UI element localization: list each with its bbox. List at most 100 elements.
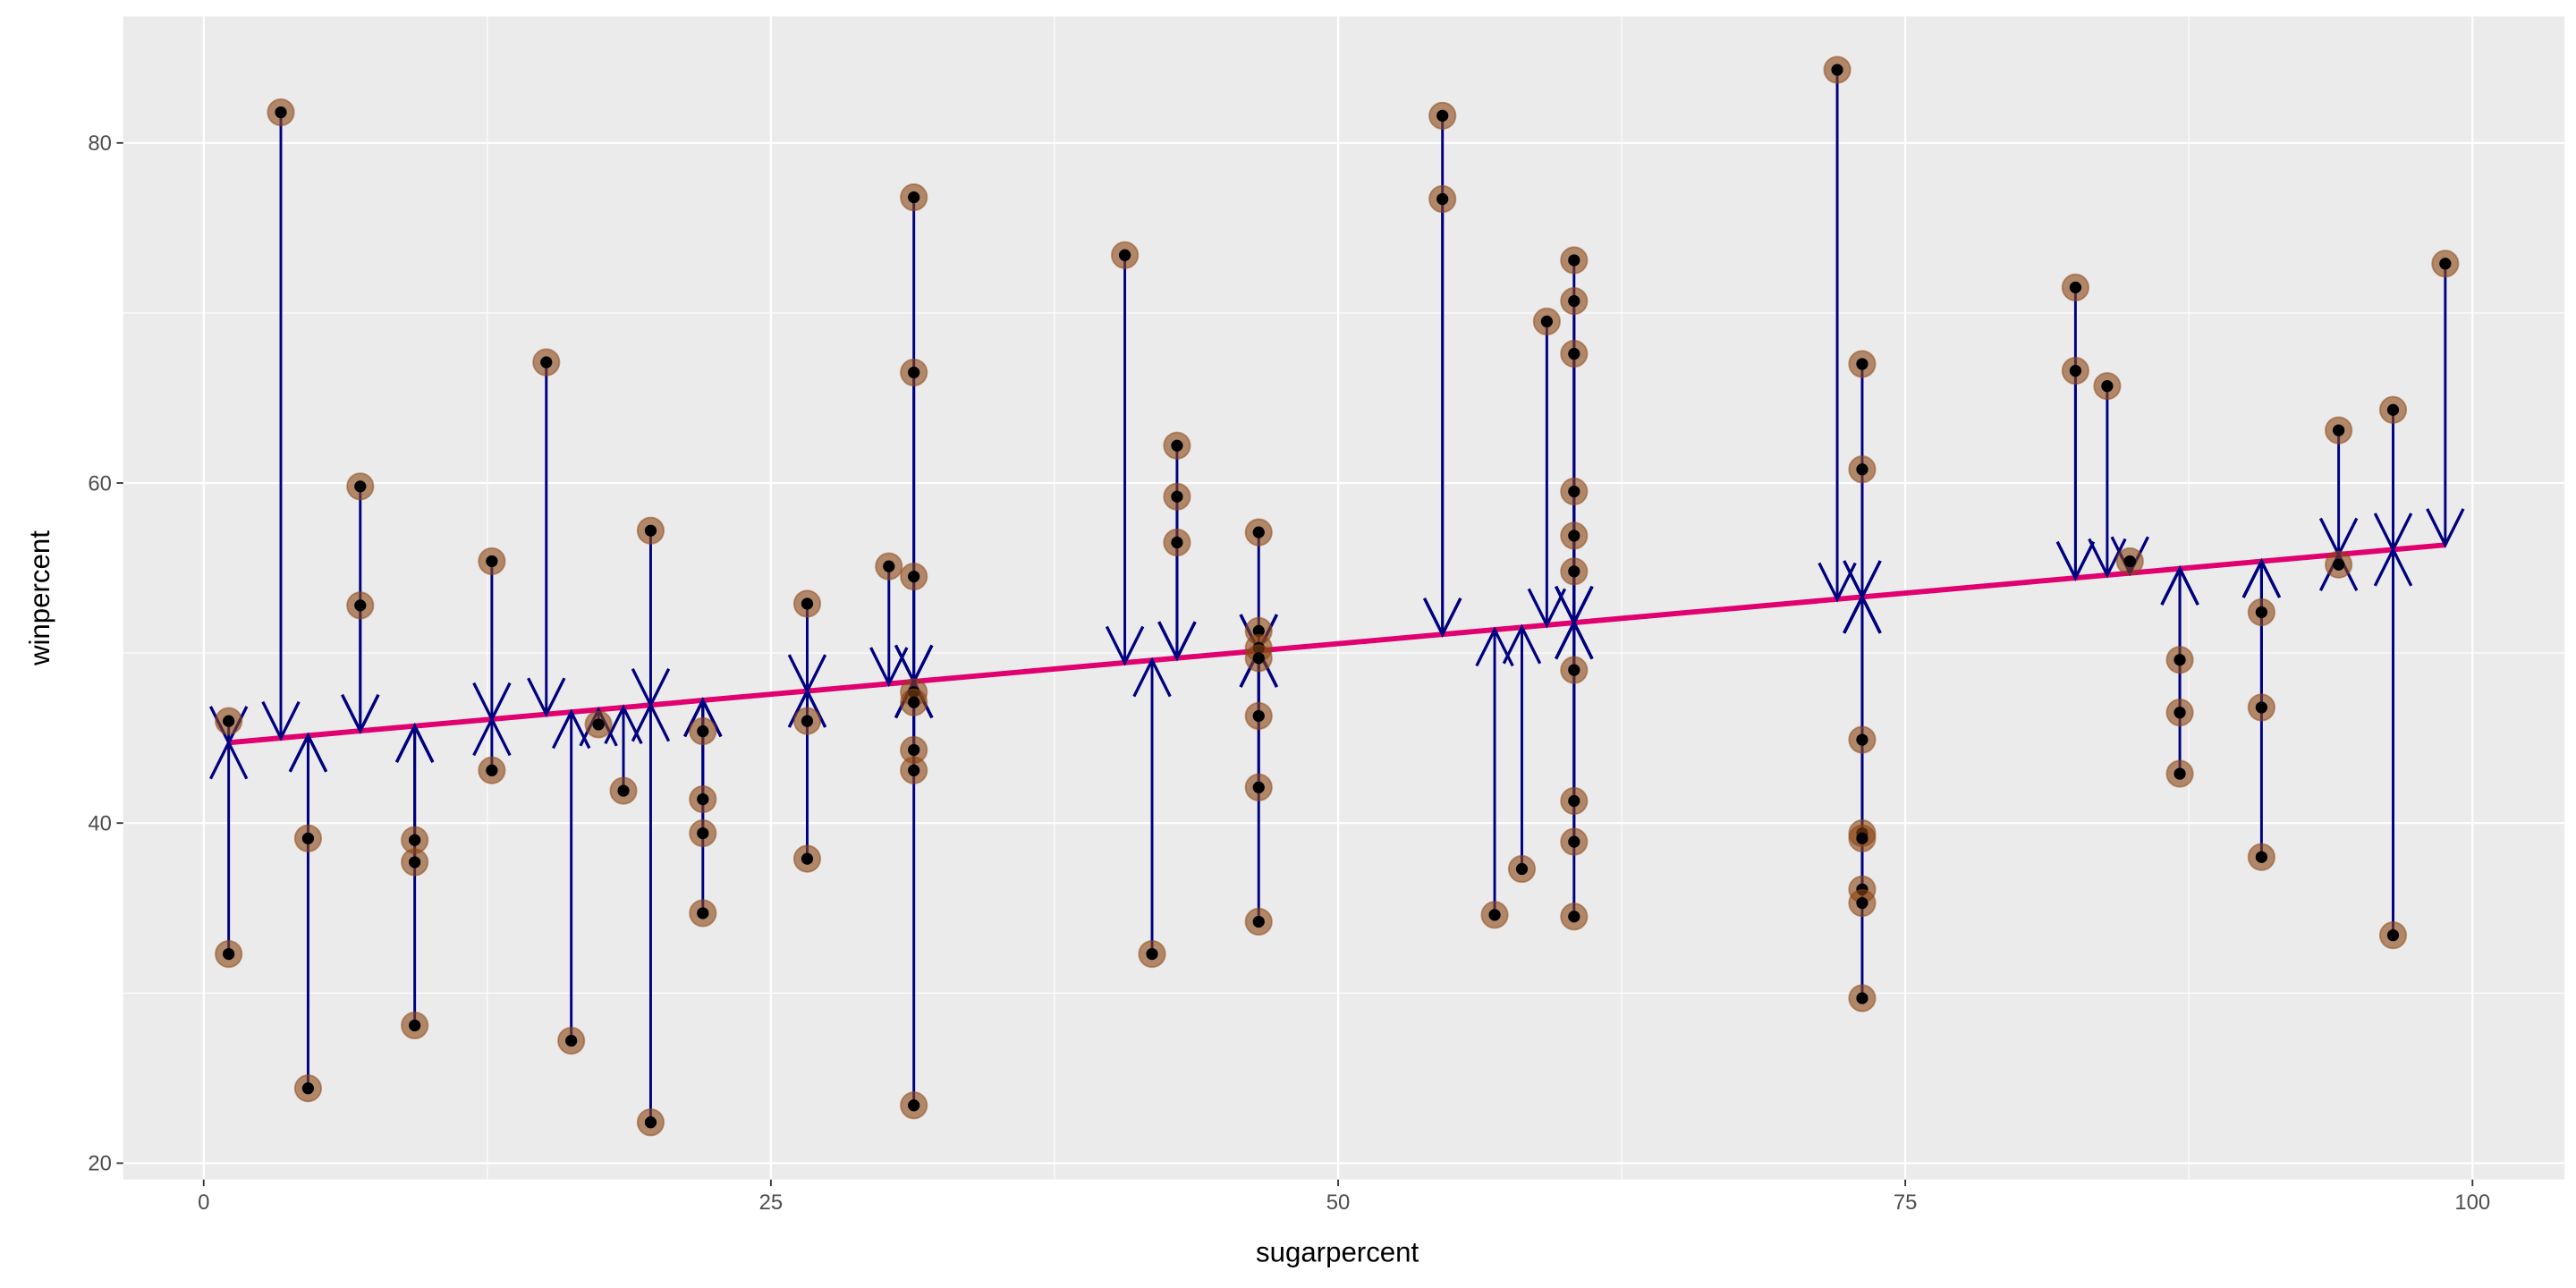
data-point (1515, 862, 1529, 876)
residual-arrowhead (1502, 623, 1542, 665)
data-point (908, 366, 920, 379)
data-point (354, 599, 367, 612)
data-point (2069, 364, 2082, 377)
residual-arrowhead (261, 700, 301, 741)
data-point (1568, 485, 1580, 498)
data-point (2333, 558, 2345, 571)
data-point (2174, 767, 2186, 780)
data-point (409, 834, 421, 846)
data-point (1568, 530, 1580, 542)
data-point (2069, 281, 2082, 293)
y-tick-label: 80 (88, 131, 112, 156)
data-point (1568, 664, 1580, 676)
data-point (1252, 652, 1265, 665)
data-point (644, 1116, 657, 1129)
data-point (1146, 947, 1158, 961)
data-point (2174, 654, 2186, 666)
y-tick-label: 40 (88, 811, 112, 835)
data-point (1436, 109, 1449, 122)
data-point (565, 1034, 578, 1047)
residual-arrowhead (551, 708, 591, 750)
data-point (1252, 915, 1265, 928)
data-point (1856, 358, 1868, 370)
residual-arrowhead (1157, 621, 1197, 662)
data-point (1568, 254, 1580, 267)
data-point (697, 724, 709, 738)
data-point (1568, 294, 1580, 308)
data-point (2386, 403, 2400, 416)
data-point (1568, 911, 1580, 923)
residual-arrowhead (1818, 562, 1857, 603)
residual-arrowhead (1527, 588, 1567, 629)
data-point (486, 555, 498, 568)
data-point (908, 570, 920, 583)
data-point (301, 832, 315, 844)
data-point (223, 947, 235, 961)
data-point (1252, 526, 1265, 538)
data-point (1856, 832, 1868, 844)
residual-arrowhead (631, 701, 671, 742)
data-point (1171, 536, 1183, 549)
data-point (908, 1099, 920, 1112)
data-point (1831, 64, 1843, 76)
data-point (1118, 249, 1131, 261)
data-point (908, 191, 920, 204)
data-point (2255, 701, 2268, 714)
residual-arrowhead (341, 694, 380, 734)
data-point (1252, 709, 1265, 723)
residual-arrowhead (2160, 565, 2199, 606)
data-point (301, 1082, 315, 1095)
y-tick-label: 20 (88, 1152, 112, 1176)
data-point (2255, 851, 2268, 863)
data-point (908, 696, 920, 708)
data-point (801, 597, 814, 610)
y-tick-label: 60 (88, 471, 112, 496)
x-tick-label: 100 (2454, 1191, 2490, 1215)
x-tick-label: 25 (759, 1191, 784, 1215)
data-point (617, 784, 630, 797)
residual-arrowhead (2055, 540, 2096, 581)
plot-panel (123, 16, 2565, 1180)
data-point (275, 106, 287, 119)
gridlines (123, 16, 2565, 1180)
data-point (1856, 896, 1868, 910)
data-point (2174, 707, 2186, 719)
data-point (1488, 909, 1501, 921)
residual-arrowhead (869, 647, 909, 688)
data-point (1436, 192, 1449, 206)
data-point (883, 560, 895, 572)
x-tick-label: 0 (198, 1191, 209, 1215)
residual-arrowhead (288, 732, 328, 773)
data-point (354, 480, 367, 493)
data-point (697, 826, 709, 840)
data-point (1171, 490, 1183, 503)
y-axis-title: winpercent (24, 530, 55, 666)
residual-arrowhead (1105, 625, 1145, 666)
data-point (2439, 258, 2452, 270)
residual-arrowhead (1475, 626, 1514, 667)
data-point (1171, 439, 1183, 452)
data-point (592, 718, 605, 731)
data-point (409, 1019, 421, 1032)
data-point (2101, 380, 2114, 393)
data-point (2255, 606, 2268, 619)
residual-arrowhead (1555, 619, 1594, 660)
residual-arrowhead (2373, 546, 2413, 587)
data-point (1252, 781, 1265, 793)
data-point (908, 764, 920, 776)
data-point (644, 524, 657, 537)
residual-arrowhead (2426, 508, 2465, 548)
residual-arrowhead (527, 677, 566, 718)
residual-arrowhead (1132, 657, 1172, 698)
data-point (1540, 315, 1553, 328)
x-tick-label: 75 (1894, 1191, 1918, 1215)
data-point (486, 764, 498, 776)
residual-arrowhead (394, 723, 435, 763)
data-points (215, 55, 2460, 1137)
x-tick-label: 50 (1326, 1191, 1351, 1215)
data-point (540, 356, 553, 369)
residual-arrowhead (208, 739, 249, 780)
residual-arrowhead (1843, 593, 1882, 634)
residual-arrowhead (604, 704, 643, 745)
data-point (1856, 733, 1868, 746)
